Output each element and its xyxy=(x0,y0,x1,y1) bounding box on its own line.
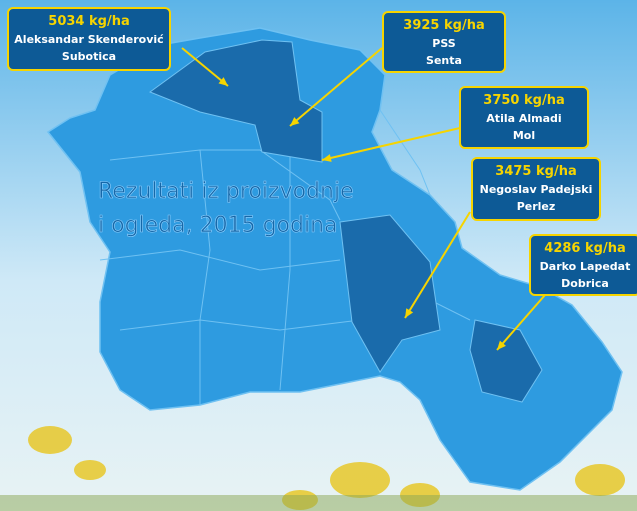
yield: 3925 kg/ha xyxy=(403,18,484,33)
place: Mol xyxy=(513,129,535,142)
yield: 3750 kg/ha xyxy=(483,93,564,108)
yield: 4286 kg/ha xyxy=(544,241,625,256)
grower: Negoslav Padejski xyxy=(480,183,593,196)
grower: PSS xyxy=(432,37,455,50)
place: Subotica xyxy=(62,50,116,63)
place: Senta xyxy=(426,54,462,67)
grower: Aleksandar Skenderović xyxy=(14,33,164,46)
place: Dobrica xyxy=(561,277,609,290)
map-graphic: Rezultati iz proizvodnje i ogleda, 2015 … xyxy=(0,0,637,511)
grower: Atila Almadi xyxy=(486,112,561,125)
place: Perlez xyxy=(517,200,556,213)
grower: Darko Lapedat xyxy=(540,260,631,273)
yield: 3475 kg/ha xyxy=(495,164,576,179)
title-line: Rezultati iz proizvodnje xyxy=(98,179,354,204)
title-line: i ogleda, 2015 godina xyxy=(98,213,338,238)
yield: 5034 kg/ha xyxy=(48,14,129,29)
page: Rezultati iz proizvodnje i ogleda, 2015 … xyxy=(0,0,637,511)
